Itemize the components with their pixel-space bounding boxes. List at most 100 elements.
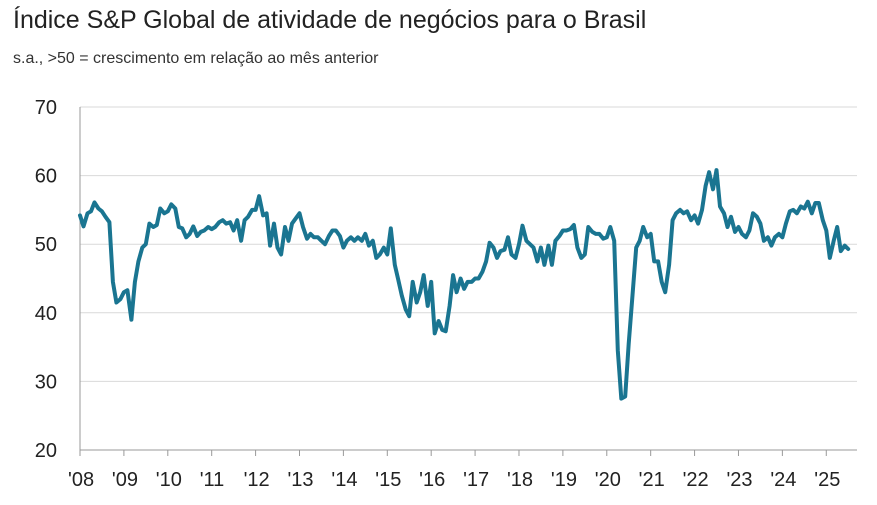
data-point — [339, 235, 341, 237]
data-point — [214, 226, 216, 228]
data-point — [383, 247, 385, 249]
data-point — [196, 235, 198, 237]
data-point — [423, 274, 425, 276]
data-point — [624, 396, 626, 397]
data-point — [416, 302, 418, 303]
data-point — [408, 315, 410, 317]
data-point — [207, 226, 209, 228]
data-point — [452, 274, 454, 276]
data-point — [97, 208, 99, 209]
data-point — [767, 236, 769, 238]
data-point — [273, 223, 275, 225]
data-point — [500, 250, 501, 252]
data-point — [792, 209, 794, 211]
data-point — [390, 227, 392, 229]
data-point — [800, 206, 802, 207]
data-point — [105, 216, 106, 218]
data-point — [672, 219, 674, 221]
data-point — [781, 236, 783, 238]
data-point — [774, 236, 776, 238]
data-point — [87, 212, 88, 214]
data-point — [650, 233, 652, 235]
x-tick-label: '25 — [814, 469, 840, 491]
data-point — [401, 295, 403, 297]
data-point — [218, 221, 220, 223]
data-point — [829, 257, 831, 259]
data-point — [156, 224, 158, 226]
y-tick-label: 20 — [35, 440, 57, 462]
y-tick-label: 30 — [35, 371, 57, 393]
data-point — [690, 219, 692, 221]
data-point — [324, 243, 326, 245]
data-point — [657, 260, 659, 262]
data-point — [90, 210, 92, 212]
axes — [79, 107, 857, 451]
data-point — [353, 240, 355, 242]
x-tick-label: '09 — [112, 469, 138, 491]
data-point — [427, 305, 429, 307]
data-point — [449, 305, 451, 307]
data-point — [482, 271, 483, 273]
data-point — [137, 260, 139, 262]
data-point — [244, 219, 246, 221]
data-point — [361, 240, 363, 242]
data-point — [269, 245, 271, 247]
data-point — [255, 209, 257, 211]
data-point — [441, 329, 443, 331]
data-point — [631, 298, 633, 300]
data-point — [445, 330, 447, 332]
data-point — [342, 247, 344, 249]
data-point — [280, 254, 282, 255]
data-point — [628, 343, 630, 345]
data-point — [716, 169, 717, 171]
data-point — [741, 233, 743, 235]
data-point — [525, 240, 527, 242]
data-point — [163, 212, 165, 214]
data-point — [236, 219, 238, 221]
data-point — [789, 210, 791, 212]
data-point — [796, 212, 798, 214]
data-point — [543, 264, 545, 266]
y-tick-label: 60 — [35, 166, 57, 188]
data-point — [727, 226, 728, 228]
series-line — [78, 168, 851, 401]
data-point — [511, 254, 512, 255]
data-point — [833, 240, 835, 242]
data-point — [507, 236, 509, 238]
data-point — [284, 226, 286, 228]
data-point — [438, 320, 440, 322]
data-point — [152, 226, 154, 228]
data-point — [661, 281, 663, 283]
data-point — [602, 238, 604, 240]
data-point — [397, 279, 399, 281]
data-point — [310, 233, 311, 235]
data-point — [701, 209, 703, 211]
data-point — [504, 249, 505, 251]
data-point — [719, 206, 721, 207]
data-point — [291, 223, 293, 225]
data-point — [646, 236, 648, 238]
chart-subtitle: s.a., >50 = crescimento em relação ao mê… — [13, 50, 379, 67]
data-point — [313, 236, 315, 238]
data-point — [847, 248, 849, 250]
data-point — [364, 233, 366, 235]
data-point — [247, 216, 249, 218]
data-point — [200, 231, 202, 233]
data-point — [350, 236, 352, 238]
data-point — [613, 240, 615, 242]
data-point — [412, 281, 414, 283]
data-point — [478, 278, 480, 279]
data-point — [386, 254, 388, 255]
data-point — [547, 245, 549, 247]
data-point — [738, 226, 739, 228]
data-point — [734, 231, 736, 233]
data-point — [112, 281, 114, 283]
data-point — [825, 230, 827, 231]
x-tick-label: '10 — [156, 469, 182, 491]
data-point — [493, 247, 494, 249]
data-point — [185, 236, 187, 238]
data-point — [240, 240, 242, 242]
data-point — [170, 203, 172, 205]
data-point — [79, 214, 81, 216]
data-point — [587, 226, 589, 228]
